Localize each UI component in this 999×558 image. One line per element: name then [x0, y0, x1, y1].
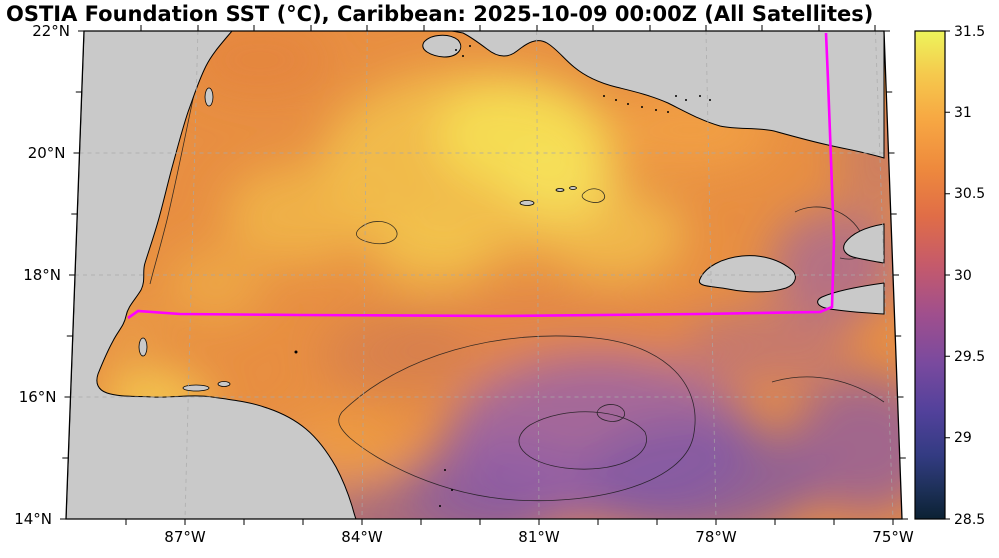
colorbar-tick-label-29p5: 29.5: [954, 349, 985, 365]
plot-title: OSTIA Foundation SST (°C), Caribbean: 20…: [6, 2, 873, 26]
lat-tick-label-16n: 16°N: [19, 388, 57, 406]
colorbar-tick-label-31p5: 31.5: [954, 24, 985, 40]
land-little-cayman: [555, 188, 565, 192]
land-grand-cayman: [519, 200, 535, 206]
land-cuba: [451, 31, 885, 159]
lat-tick-label-18n: 18°N: [23, 266, 61, 284]
lon-tick-label-84w: 84°W: [341, 528, 383, 546]
land-guanaja: [217, 381, 231, 387]
map: 22°N 20°N 18°N 16°N 14°N 87°W 84°W 81°W …: [14, 22, 914, 546]
colorbar-ticks: [945, 30, 950, 520]
lon-tick-label-75w: 75°W: [872, 528, 914, 546]
land-hispaniola-north: [843, 223, 885, 264]
colorbar-tick-label-30: 30: [954, 268, 972, 284]
colorbar: 31.5 31 30.5 30 29.5 29 28.5: [914, 24, 985, 528]
colorbar-tick-label-30p5: 30.5: [954, 186, 985, 202]
colorbar-bar: [914, 30, 946, 520]
lon-axis: 87°W 84°W 81°W 78°W 75°W: [164, 528, 914, 546]
lat-tick-label-20n: 20°N: [28, 144, 66, 162]
colorbar-labels: 31.5 31 30.5 30 29.5 29 28.5: [954, 24, 985, 528]
colorbar-tick-label-28p5: 28.5: [954, 512, 985, 528]
land-isla-juventud: [422, 34, 462, 58]
cay-dots: [294, 45, 711, 507]
land-hispaniola-south: [817, 282, 885, 315]
axis-ticks: [60, 25, 908, 525]
track-line: [127, 32, 836, 320]
colorbar-tick-label-29: 29: [954, 430, 972, 446]
lat-tick-label-14n: 14°N: [14, 510, 52, 528]
land-cayman-brac: [569, 186, 577, 190]
lat-axis: 22°N 20°N 18°N 16°N 14°N: [14, 22, 70, 528]
grid-lines: [70, 31, 898, 519]
lon-tick-label-78w: 78°W: [695, 528, 737, 546]
lon-tick-label-87w: 87°W: [164, 528, 206, 546]
lat-tick-label-22n: 22°N: [32, 22, 70, 40]
lon-tick-label-81w: 81°W: [518, 528, 560, 546]
colorbar-tick-label-31: 31: [954, 105, 972, 121]
land-turneffe: [138, 337, 148, 357]
land-roatan: [182, 384, 210, 392]
land-cozumel: [204, 87, 214, 107]
land-jamaica: [698, 255, 796, 293]
